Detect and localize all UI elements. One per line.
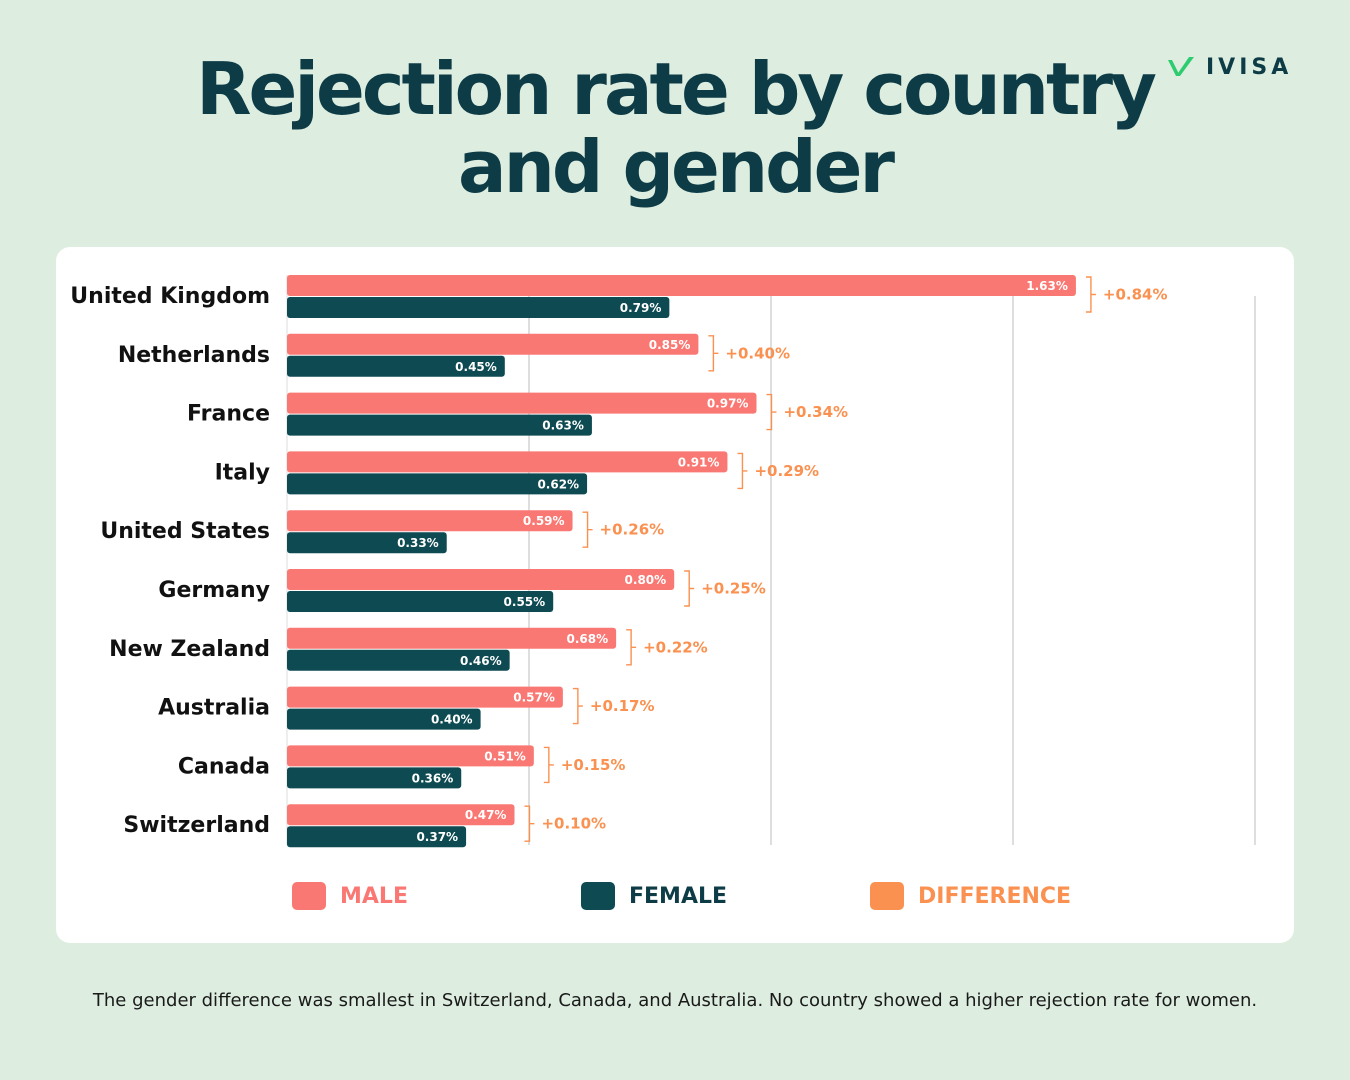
chart-title: Rejection rate by country and gender xyxy=(0,50,1350,206)
category-label: Canada xyxy=(178,754,270,779)
data-label-difference: +0.40% xyxy=(725,344,790,362)
data-label-male: 0.59% xyxy=(523,514,565,528)
bar-female xyxy=(287,767,462,789)
bar-male xyxy=(287,569,675,590)
check-mark-icon xyxy=(1168,57,1194,76)
bar-male xyxy=(287,510,573,532)
legend-swatch-female xyxy=(581,882,615,910)
chart-legend: MALE FEMALE DIFFERENCE xyxy=(0,882,1350,912)
bar-male xyxy=(287,275,1076,296)
data-label-male: 0.57% xyxy=(513,691,555,705)
difference-bracket xyxy=(684,570,695,607)
bar-male xyxy=(287,627,617,649)
brand-logo: IVISA xyxy=(1166,54,1292,80)
category-label: Italy xyxy=(215,460,270,485)
legend-item-male: MALE xyxy=(292,882,408,910)
bar-female xyxy=(287,297,670,318)
bar-female xyxy=(287,414,592,436)
difference-bracket xyxy=(708,335,719,372)
difference-bracket xyxy=(626,629,637,666)
data-label-female: 0.62% xyxy=(537,477,579,491)
bar-female xyxy=(287,355,505,377)
data-label-male: 0.91% xyxy=(678,455,720,469)
data-label-male: 0.97% xyxy=(707,397,749,411)
bar-female xyxy=(287,532,447,554)
category-label: Germany xyxy=(158,578,270,603)
bar-female xyxy=(287,591,554,612)
data-label-difference: +0.22% xyxy=(643,638,708,656)
difference-bracket xyxy=(1085,276,1096,313)
data-label-female: 0.33% xyxy=(397,536,439,550)
category-label: France xyxy=(187,402,270,427)
data-label-difference: +0.25% xyxy=(701,580,766,598)
bar-female xyxy=(287,473,588,495)
data-label-male: 1.63% xyxy=(1026,279,1068,293)
data-label-difference: +0.15% xyxy=(561,756,626,774)
data-label-female: 0.36% xyxy=(412,771,454,785)
data-label-female: 0.37% xyxy=(416,830,458,844)
bar-male xyxy=(287,451,728,473)
difference-bracket xyxy=(582,511,593,548)
legend-item-difference: DIFFERENCE xyxy=(870,882,1071,910)
chart-title-line-1: Rejection rate by country xyxy=(196,47,1157,131)
data-label-male: 0.80% xyxy=(625,573,667,587)
data-label-female: 0.79% xyxy=(620,301,662,315)
bar-male xyxy=(287,745,534,767)
legend-swatch-difference xyxy=(870,882,904,910)
data-label-difference: +0.29% xyxy=(754,462,819,480)
bar-female xyxy=(287,649,510,671)
data-label-male: 0.85% xyxy=(649,338,691,352)
bar-female xyxy=(287,826,467,848)
data-label-difference: +0.26% xyxy=(600,521,665,539)
category-label: Australia xyxy=(158,696,270,721)
brand-name: IVISA xyxy=(1206,54,1293,80)
category-label: United Kingdom xyxy=(70,284,270,309)
legend-item-female: FEMALE xyxy=(581,882,727,910)
data-label-female: 0.40% xyxy=(431,713,473,727)
category-label: Netherlands xyxy=(118,343,270,368)
difference-bracket xyxy=(572,687,583,725)
legend-label-male: MALE xyxy=(340,883,408,909)
data-label-difference: +0.10% xyxy=(541,815,606,833)
bar-male xyxy=(287,392,757,414)
legend-swatch-male xyxy=(292,882,326,910)
data-label-female: 0.46% xyxy=(460,654,502,668)
data-label-female: 0.55% xyxy=(504,595,546,609)
chart-card xyxy=(56,247,1294,943)
bar-male xyxy=(287,686,563,708)
category-label: United States xyxy=(100,519,270,544)
difference-bracket xyxy=(524,805,535,842)
legend-label-difference: DIFFERENCE xyxy=(918,883,1072,909)
bar-male xyxy=(287,333,699,355)
difference-bracket xyxy=(543,746,554,784)
bar-female xyxy=(287,708,481,730)
legend-label-female: FEMALE xyxy=(629,883,728,909)
category-label: New Zealand xyxy=(109,637,270,662)
footnote: The gender difference was smallest in Sw… xyxy=(92,990,1258,1011)
bar-male xyxy=(287,804,515,826)
data-label-male: 0.47% xyxy=(465,808,507,822)
data-label-difference: +0.84% xyxy=(1103,286,1168,304)
data-label-male: 0.68% xyxy=(566,632,608,646)
data-label-male: 0.51% xyxy=(484,749,526,763)
difference-bracket xyxy=(766,393,777,431)
difference-bracket xyxy=(737,452,748,490)
category-label: Switzerland xyxy=(123,813,270,838)
data-label-difference: +0.34% xyxy=(783,403,848,421)
chart-title-line-2: and gender xyxy=(458,125,895,209)
data-label-female: 0.45% xyxy=(455,360,497,374)
data-label-female: 0.63% xyxy=(542,419,584,433)
data-label-difference: +0.17% xyxy=(590,697,655,715)
